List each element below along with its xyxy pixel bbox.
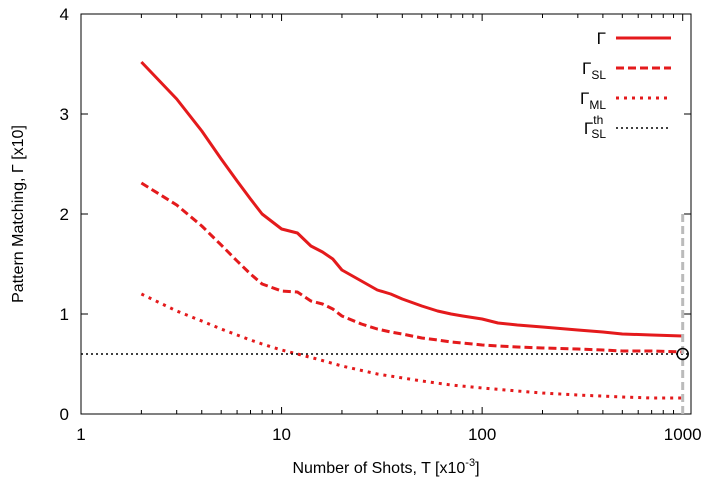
y-tick-label: 4 — [60, 5, 69, 24]
annotation-layer — [676, 214, 689, 414]
legend-label-1: ΓSL — [582, 59, 606, 82]
x-tick-label: 1 — [76, 425, 85, 444]
legend-label-3: Γth SL — [584, 113, 606, 141]
legend-label-0: Γ — [597, 29, 606, 48]
x-tick-label: 1000 — [664, 425, 702, 444]
legend-label-2: ΓML — [580, 89, 606, 112]
y-tick-label: 2 — [60, 205, 69, 224]
x-tick-label: 10 — [272, 425, 291, 444]
series-layer — [81, 60, 691, 400]
series-line-0 — [140, 60, 683, 338]
y-tick-label: 1 — [60, 305, 69, 324]
y-tick-label: 3 — [60, 105, 69, 124]
series-line-2 — [140, 292, 683, 400]
threshold-circle-marker — [676, 347, 689, 361]
x-tick-label: 100 — [468, 425, 496, 444]
y-tick-label: 0 — [60, 405, 69, 424]
y-axis-label: Pattern Matching, Γ [x10] — [10, 125, 27, 303]
x-axis-label: Number of Shots, T [x10-3] — [292, 457, 479, 477]
series-line-1 — [140, 181, 683, 354]
